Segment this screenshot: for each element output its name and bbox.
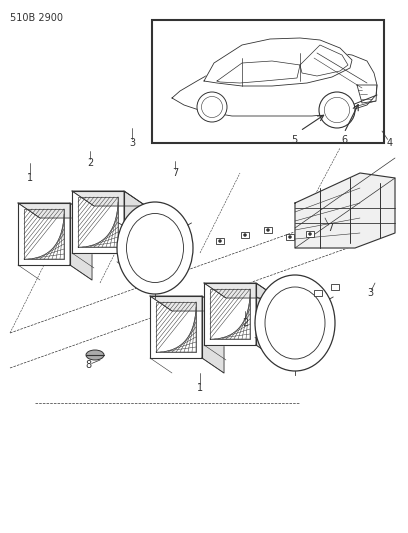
Text: 7: 7 [172,168,178,178]
Ellipse shape [86,350,104,360]
Text: 3: 3 [129,138,135,148]
Ellipse shape [117,202,193,294]
Circle shape [219,239,222,243]
Circle shape [197,92,227,122]
Bar [152,20,384,143]
Polygon shape [124,191,146,268]
Polygon shape [202,296,224,373]
Text: 2: 2 [242,318,248,328]
Bar [286,234,294,240]
Bar [216,238,224,244]
Bar [306,231,314,237]
Text: 3: 3 [367,288,373,298]
Circle shape [288,236,291,238]
Text: 510B 2900: 510B 2900 [10,13,63,23]
Polygon shape [70,203,92,280]
Polygon shape [295,173,395,248]
Text: 1: 1 [197,383,203,393]
Circle shape [319,92,355,128]
Text: 6: 6 [341,135,347,145]
Polygon shape [204,283,278,298]
Polygon shape [204,283,256,345]
Bar [331,284,339,290]
Polygon shape [204,38,352,86]
Polygon shape [72,191,146,206]
Polygon shape [18,203,70,265]
Bar [241,232,249,238]
Circle shape [266,229,270,231]
Circle shape [308,232,311,236]
Polygon shape [72,191,124,253]
Bar [264,227,272,233]
Bar [314,290,322,296]
Polygon shape [256,283,278,360]
Polygon shape [172,51,377,116]
Circle shape [244,233,246,237]
Text: 1: 1 [27,173,33,183]
Text: 2: 2 [87,158,93,168]
Text: 5: 5 [291,135,297,145]
Text: 7: 7 [327,223,333,233]
Polygon shape [18,203,92,218]
Text: 4: 4 [387,138,393,148]
Ellipse shape [255,275,335,371]
Polygon shape [150,296,224,311]
Polygon shape [150,296,202,358]
Text: 8: 8 [85,360,91,370]
